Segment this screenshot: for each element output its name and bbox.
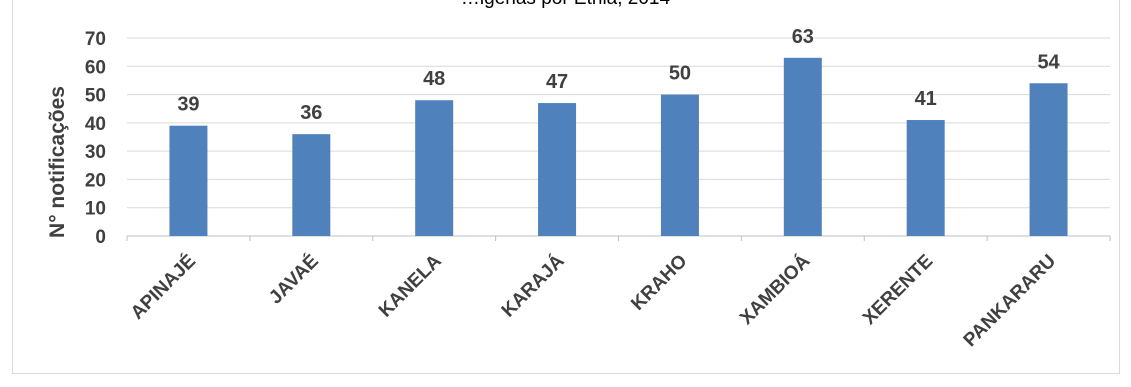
y-tick-label: 30: [85, 142, 106, 163]
bar: [1029, 83, 1068, 236]
y-tick-label: 20: [85, 170, 106, 191]
bar: [538, 103, 577, 236]
data-labels: 39 36 48 47 50 63 41 54: [177, 26, 1060, 124]
x-tick-label: KARAJÁ: [497, 250, 569, 322]
bars: [169, 57, 1068, 236]
y-tick-label: 10: [85, 199, 106, 220]
bar: [415, 100, 454, 236]
y-tick-label: 60: [85, 57, 106, 78]
bar: [660, 94, 699, 236]
data-label: 48: [423, 68, 445, 90]
y-tick-label: 0: [95, 227, 106, 248]
y-tick-label: 50: [85, 86, 106, 107]
data-label: 39: [177, 94, 199, 116]
x-tick-label: APINAJÉ: [126, 250, 200, 324]
y-tick-label: 40: [85, 114, 106, 135]
x-axis-ticks: APINAJÉ JAVAÉ KANELA KARAJÁ KRAHO XAMBIOÁ XERE…: [126, 250, 1060, 351]
x-tick-label: JAVAÉ: [264, 250, 322, 308]
chart-title: …igenas por Etnia, 2014: [0, 0, 1131, 10]
y-axis-title: N° notificações: [46, 86, 69, 238]
x-tick-label: XAMBIOÁ: [735, 250, 814, 329]
data-label: 47: [546, 71, 568, 93]
data-label: 36: [300, 102, 322, 124]
x-tick-label: XERENTE: [859, 251, 937, 329]
data-label: 63: [792, 26, 814, 48]
data-label: 50: [669, 63, 691, 85]
bar: [783, 57, 822, 236]
gridlines: [126, 37, 1111, 241]
bar: [906, 120, 945, 236]
data-label: 54: [1037, 51, 1060, 73]
x-tick-label: KRAHO: [627, 251, 691, 315]
y-axis-ticks: 0 10 20 30 40 50 60 70: [85, 29, 106, 248]
data-label: 41: [915, 88, 937, 110]
y-tick-label: 70: [85, 29, 106, 50]
bar: [169, 125, 208, 236]
x-tick-label: KANELA: [375, 250, 446, 321]
x-tick-label: PANKARARU: [960, 251, 1060, 351]
bar: [292, 134, 331, 236]
